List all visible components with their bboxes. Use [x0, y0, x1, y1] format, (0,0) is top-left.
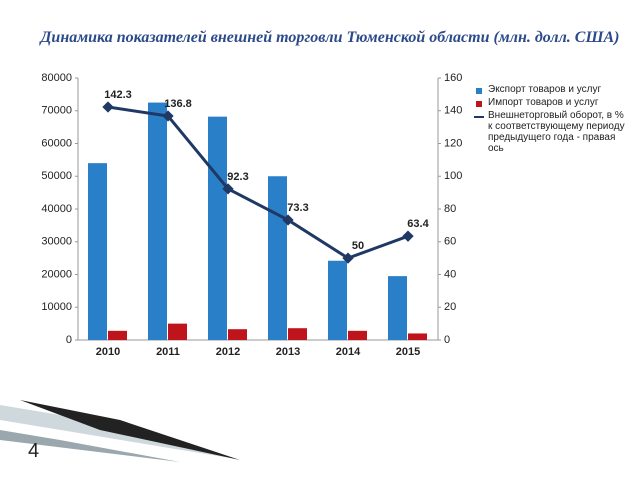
data-label: 63.4: [407, 218, 429, 230]
x-tick-label: 2014: [336, 346, 361, 358]
line: [107, 105, 409, 260]
y2-tick-label: 100: [444, 170, 462, 182]
legend-label: Экспорт товаров и услуг: [488, 84, 602, 95]
y-tick-label: 70000: [41, 105, 72, 117]
y-tick-label: 60000: [41, 137, 72, 149]
bar: [108, 330, 127, 340]
bar: [328, 260, 347, 340]
legend-item: Внешнеторговый оборот, в % к соответству…: [474, 110, 626, 154]
data-label: 92.3: [227, 171, 248, 183]
x-tick-label: 2013: [276, 346, 300, 358]
data-label: 136.8: [164, 98, 192, 110]
bar: [288, 328, 307, 340]
legend-label: Импорт товаров и услуг: [488, 97, 599, 108]
legend-swatch: [476, 101, 482, 107]
decor: [20, 400, 240, 460]
y-tick-label: 40000: [41, 203, 72, 215]
y2-tick-label: 80: [444, 203, 456, 215]
y-tick-label: 10000: [41, 301, 72, 313]
y-tick-label: 80000: [41, 72, 72, 84]
y2-tick-label: 140: [444, 105, 462, 117]
x-tick-label: 2011: [156, 346, 180, 358]
legend-swatch: [474, 116, 484, 118]
bar: [348, 330, 367, 340]
bar: [228, 329, 247, 340]
y2-tick-label: 40: [444, 268, 456, 280]
x-tick-label: 2010: [96, 346, 120, 358]
point: [402, 230, 414, 242]
data-label: 142.3: [104, 89, 132, 101]
decor: [0, 430, 180, 462]
bar: [88, 163, 107, 340]
bar: [388, 276, 407, 340]
y2-tick-label: 60: [444, 236, 456, 248]
point: [282, 214, 294, 226]
bar: [408, 333, 427, 340]
y2-tick-label: 20: [444, 301, 456, 313]
data-label: 73.3: [287, 202, 308, 214]
legend-label: Внешнеторговый оборот, в % к соответству…: [488, 110, 625, 154]
bar: [148, 102, 167, 340]
legend-item: Экспорт товаров и услуг: [476, 84, 626, 95]
legend-item: Импорт товаров и услуг: [476, 97, 626, 108]
legend: Экспорт товаров и услуг Импорт товаров и …: [474, 84, 626, 156]
y2-tick-label: 120: [444, 137, 462, 149]
y2-tick-label: 0: [444, 334, 450, 346]
bar: [268, 176, 287, 340]
y-tick-label: 20000: [41, 268, 72, 280]
data-label: 50: [352, 240, 364, 252]
chart-title: Динамика показателей внешней торговли Тю…: [40, 29, 620, 46]
y-tick-label: 0: [66, 334, 72, 346]
y2-tick-label: 160: [444, 72, 462, 84]
bar: [208, 116, 227, 341]
point: [222, 183, 234, 195]
point: [342, 252, 354, 264]
bar: [168, 323, 187, 340]
x-tick-label: 2012: [216, 346, 240, 358]
point: [102, 101, 114, 113]
legend-swatch: [476, 88, 482, 94]
x-tick-label: 2015: [396, 346, 420, 358]
y-tick-label: 50000: [41, 170, 72, 182]
slide-number: 4: [28, 440, 40, 462]
y-tick-label: 30000: [41, 236, 72, 248]
